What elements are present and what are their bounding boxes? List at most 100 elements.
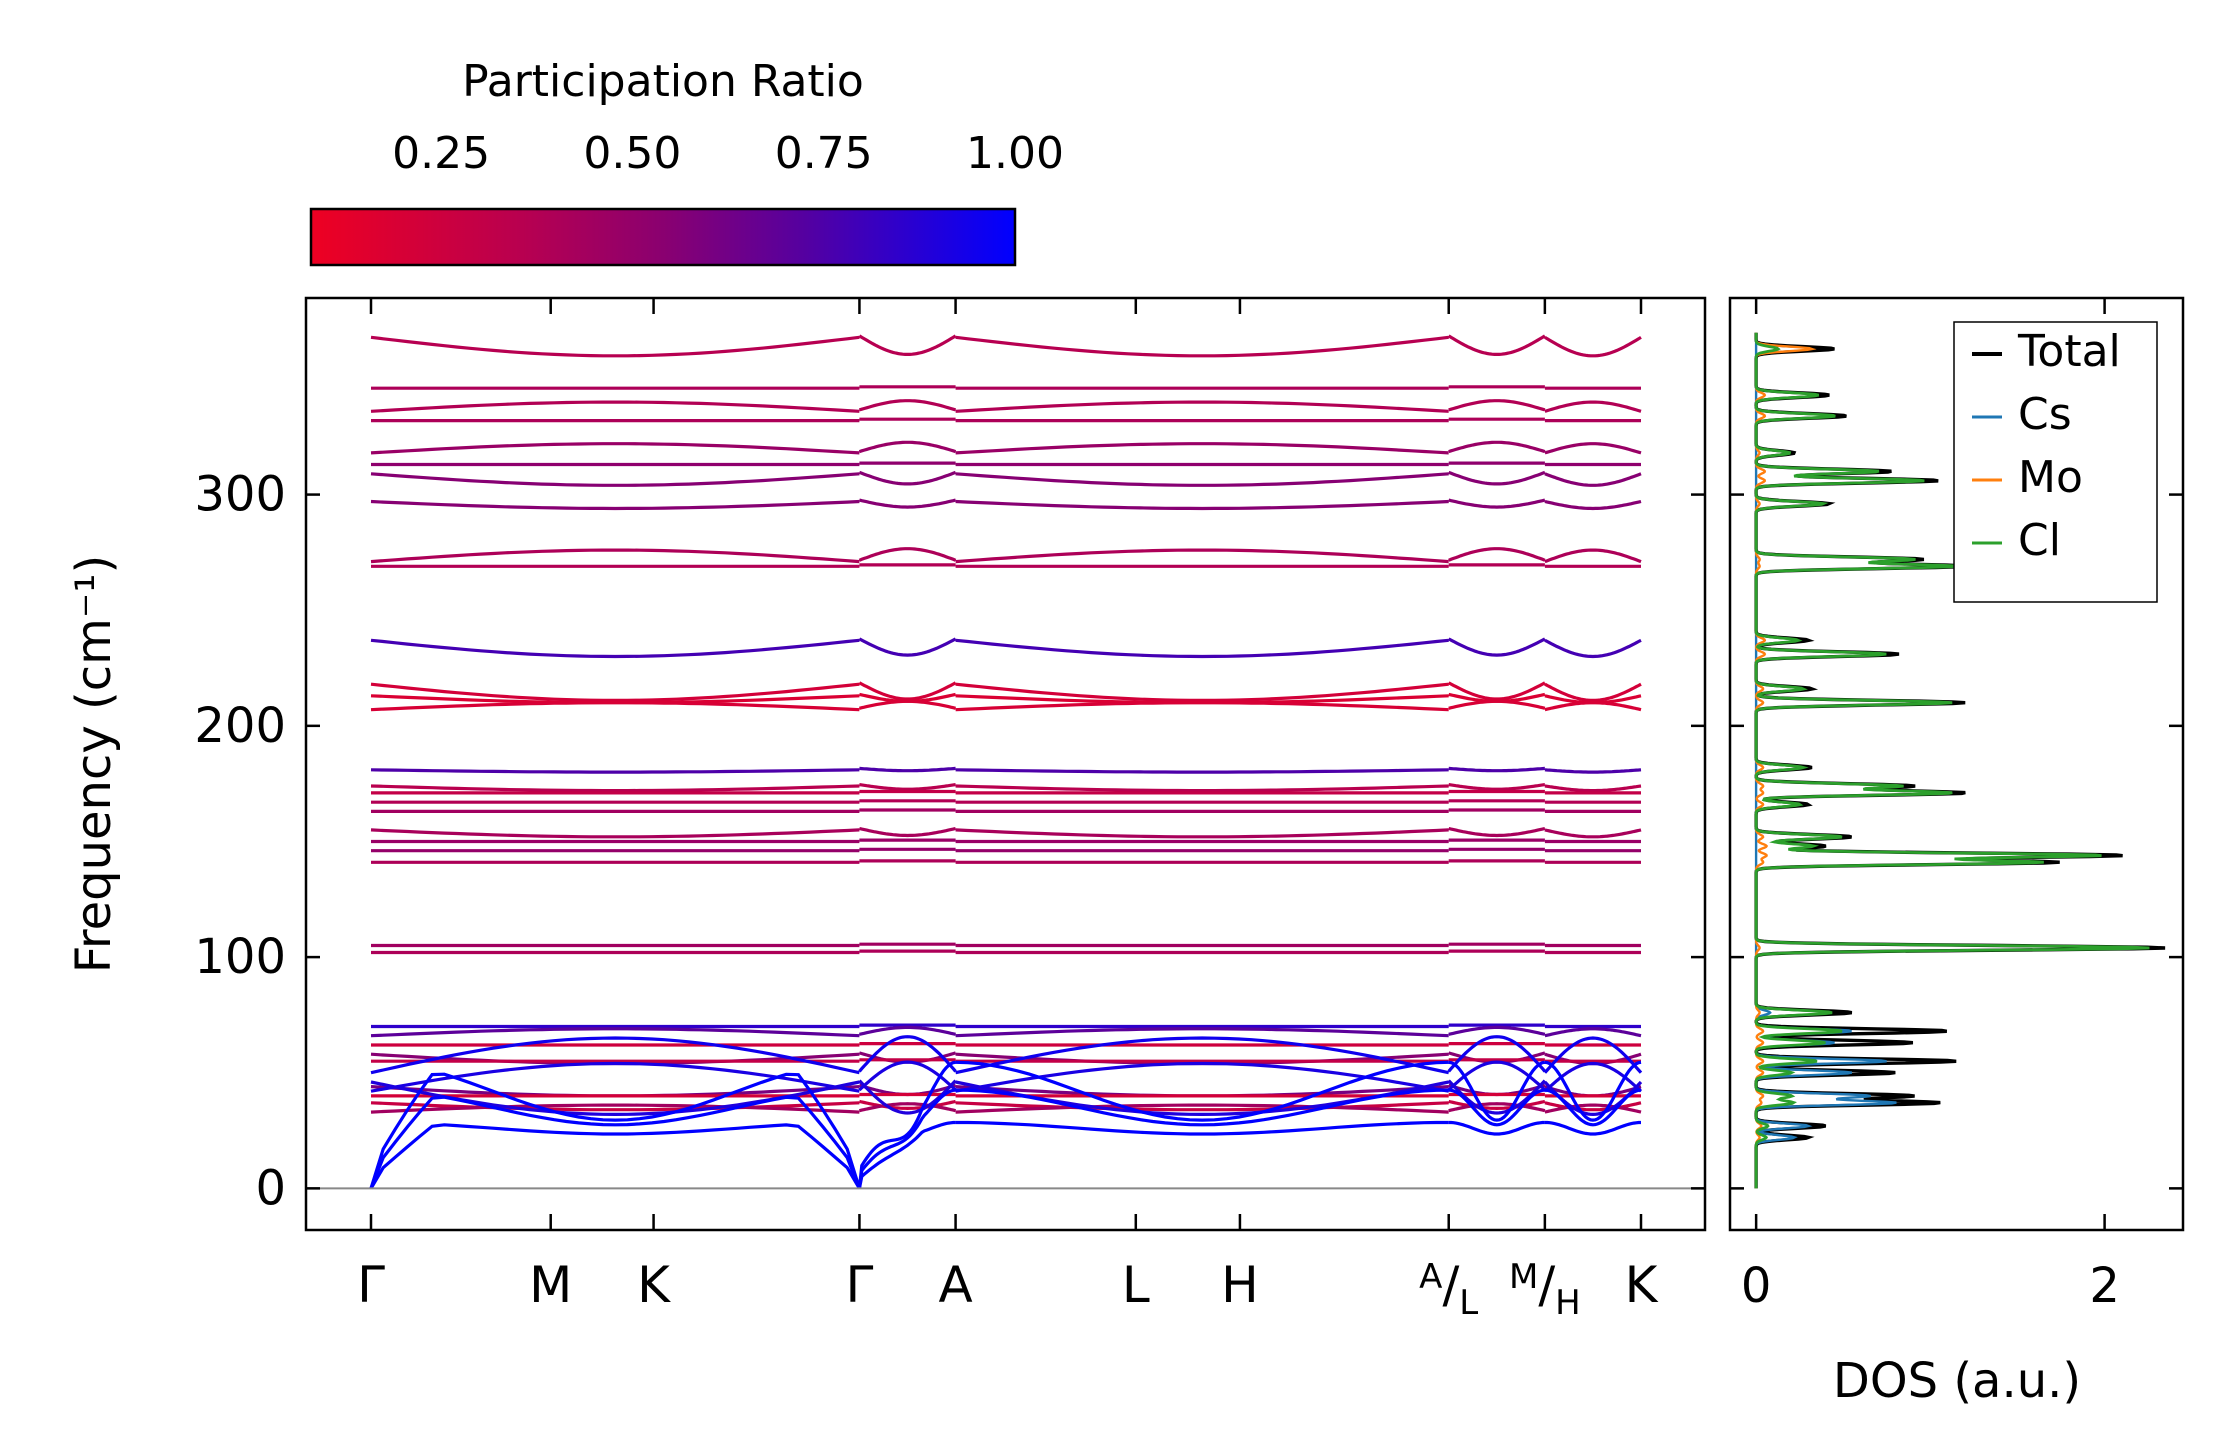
kpath-label: Γ	[846, 1256, 874, 1314]
band-y-tick-label: 0	[255, 1160, 286, 1216]
acoustic-branch	[857, 1120, 956, 1189]
phonon-band	[1544, 784, 1642, 793]
phonon-band	[1544, 828, 1642, 839]
phonon-band	[370, 1036, 860, 1075]
acoustic-branch	[955, 1088, 1449, 1127]
phonon-band	[370, 1103, 860, 1114]
legend-label-cs: Cs	[2018, 389, 2072, 440]
phonon-band	[859, 699, 956, 710]
phonon-band	[858, 399, 957, 412]
phonon-band	[955, 768, 1449, 774]
phonon-band	[955, 638, 1449, 659]
dos-x-tick-label: 0	[1741, 1258, 1772, 1314]
phonon-band	[1544, 682, 1642, 702]
phonon-band	[955, 1103, 1449, 1114]
phonon-band	[370, 638, 860, 659]
phonon-band	[955, 548, 1449, 564]
phonon-band	[858, 440, 957, 454]
phonon-band	[858, 470, 957, 486]
legend-label-cl: Cl	[2018, 515, 2061, 566]
dos-legend: Total Cs Mo Cl	[1953, 321, 2158, 603]
dos-plot: 0 2 DOS (a.u.) Total Cs Mo Cl	[1728, 296, 2185, 1409]
dos-series-cl	[1754, 332, 2150, 1189]
phonon-band	[858, 637, 957, 657]
phonon-band	[955, 682, 1449, 702]
phonon-band	[1448, 399, 1546, 412]
colorbar-tick-label: 0.75	[775, 128, 873, 179]
phonon-band	[1544, 1101, 1642, 1112]
phonon-band	[955, 1101, 1449, 1112]
acoustic-branch	[1544, 1088, 1642, 1127]
phonon-band	[1448, 766, 1546, 773]
colorbar-tick-label: 1.00	[966, 128, 1064, 179]
acoustic-branch	[369, 1095, 861, 1189]
phonon-band	[955, 701, 1449, 712]
phonon-band	[955, 828, 1449, 839]
phonon-band	[1448, 498, 1546, 509]
dos-axes-frame	[1728, 296, 2185, 1232]
phonon-band	[370, 784, 860, 793]
kpath-label: M/H	[1509, 1256, 1581, 1323]
phonon-band	[370, 499, 860, 511]
phonon-band	[859, 1025, 956, 1036]
colorbar-title: Participation Ratio	[462, 56, 864, 107]
phonon-band	[955, 335, 1449, 358]
phonon-band	[955, 499, 1449, 511]
acoustic-branch	[955, 1120, 1449, 1136]
phonon-band	[1448, 783, 1546, 791]
acoustic-branch	[1544, 1060, 1642, 1122]
band-y-tick-label: 100	[194, 929, 286, 985]
phonon-band	[859, 1102, 956, 1113]
legend-label-total: Total	[2017, 326, 2121, 377]
phonon-band	[1447, 637, 1546, 657]
phonon-band	[370, 828, 860, 839]
band-plot: 0 100 200 300 Γ M K Γ A L H A/L M/H K Frequency (cm⁻¹…	[66, 296, 1707, 1323]
phonon-band	[1544, 768, 1642, 774]
phonon-band	[1544, 442, 1642, 455]
phonon-band	[1447, 1035, 1547, 1073]
phonon-band	[370, 400, 860, 413]
phonon-band	[370, 1101, 860, 1112]
phonon-band	[1544, 701, 1642, 712]
phonon-band	[858, 681, 957, 701]
acoustic-branch	[1448, 1060, 1546, 1122]
acoustic-branch	[1448, 1120, 1545, 1136]
phonon-band	[955, 442, 1449, 455]
acoustic-branch	[857, 1060, 956, 1189]
phonon-band	[859, 826, 956, 838]
acoustic-branch	[1544, 1120, 1641, 1136]
phonon-band	[1448, 699, 1546, 710]
kpath-label: A	[938, 1256, 972, 1314]
kpath-label: Γ	[357, 1256, 385, 1314]
dos-x-tick-label: 2	[2089, 1258, 2120, 1314]
phonon-band	[1448, 1102, 1546, 1113]
phonon-band	[1544, 335, 1642, 358]
dos-x-axis-label: DOS (a.u.)	[1833, 1353, 2081, 1409]
phonon-band	[858, 547, 957, 562]
phonon-band	[1448, 826, 1546, 838]
phonon-band	[1447, 334, 1546, 356]
band-axes-frame	[304, 296, 1707, 1232]
acoustic-branch	[1448, 1088, 1546, 1127]
phonon-band	[1448, 440, 1546, 454]
colorbar	[309, 207, 1017, 267]
phonon-band	[858, 334, 957, 356]
phonon-band	[859, 766, 956, 773]
kpath-label: M	[529, 1256, 572, 1314]
kpath-label: A/L	[1419, 1256, 1478, 1323]
phonon-band	[859, 783, 956, 791]
colorbar-tick-label: 0.50	[583, 128, 681, 179]
phonon-band	[1544, 499, 1642, 511]
acoustic-branch	[369, 1123, 861, 1190]
phonon-band	[1447, 681, 1546, 701]
phonon-band	[955, 1027, 1449, 1038]
phonon-band	[859, 498, 956, 509]
band-y-axis-label: Frequency (cm⁻¹)	[66, 555, 122, 973]
phonon-band	[859, 1099, 956, 1111]
phonon-band	[1544, 548, 1642, 564]
phonon-band	[370, 335, 860, 358]
phonon-band	[370, 442, 860, 455]
colorbar-ticks: 0.25 0.50 0.75 1.00	[392, 128, 1064, 265]
kpath-label: L	[1122, 1256, 1150, 1314]
